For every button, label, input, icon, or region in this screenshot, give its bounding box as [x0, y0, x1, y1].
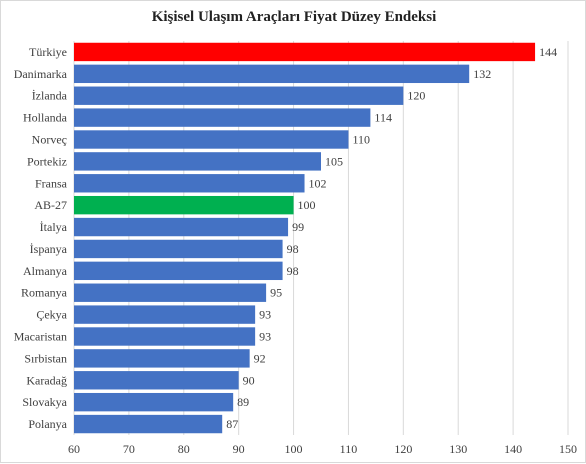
category-label: Karadağ [26, 373, 67, 387]
data-label: 92 [254, 351, 266, 365]
bar [74, 174, 305, 193]
category-label: Türkiye [29, 45, 67, 59]
data-label: 95 [270, 286, 282, 300]
x-tick-label: 60 [68, 442, 80, 456]
chart-title: Kişisel Ulaşım Araçları Fiyat Düzey Ende… [151, 9, 437, 25]
category-label: Danimarka [14, 67, 68, 81]
data-label: 89 [237, 395, 249, 409]
bar [74, 261, 283, 281]
bar [74, 305, 256, 324]
category-label: Portekiz [27, 154, 67, 168]
bar [74, 414, 223, 434]
data-label: 98 [287, 264, 299, 278]
bar [74, 349, 250, 368]
data-label: 100 [298, 198, 316, 212]
data-label: 90 [243, 373, 255, 387]
category-label: Sırbistan [24, 351, 67, 365]
data-label: 93 [259, 308, 271, 322]
bar [74, 86, 404, 105]
category-label: İtalya [40, 220, 68, 234]
bar [74, 371, 239, 390]
category-label: İzlanda [32, 89, 68, 103]
category-label: Çekya [36, 308, 67, 322]
data-label: 114 [374, 111, 392, 125]
category-label: Polanya [28, 417, 67, 431]
bar [74, 239, 283, 259]
data-label: 105 [325, 154, 343, 168]
x-tick-label: 70 [123, 442, 135, 456]
x-tick-label: 120 [394, 442, 412, 456]
data-label: 87 [226, 417, 238, 431]
x-tick-label: 150 [559, 442, 577, 456]
bar [74, 195, 294, 215]
bar [74, 392, 234, 412]
category-label: Hollanda [23, 111, 68, 125]
data-label: 102 [309, 176, 327, 190]
data-label: 132 [473, 67, 491, 81]
data-label: 93 [259, 330, 271, 344]
bar [74, 130, 349, 149]
bar [74, 64, 470, 84]
data-label: 144 [539, 45, 557, 59]
data-label: 99 [292, 220, 304, 234]
data-label: 120 [407, 89, 425, 103]
data-label: 98 [287, 242, 299, 256]
category-label: Slovakya [22, 395, 67, 409]
bar [74, 217, 289, 237]
category-label: Norveç [32, 133, 67, 147]
x-tick-label: 100 [285, 442, 303, 456]
category-label: Romanya [21, 286, 68, 300]
bar [74, 152, 321, 171]
category-label: İspanya [30, 242, 68, 256]
data-label: 110 [352, 133, 370, 147]
x-tick-label: 110 [340, 442, 358, 456]
bar [74, 108, 371, 127]
x-tick-label: 130 [449, 442, 467, 456]
category-label: AB-27 [34, 198, 67, 212]
x-tick-label: 90 [233, 442, 245, 456]
bar [74, 327, 256, 346]
category-label: Macaristan [14, 330, 67, 344]
bar [74, 42, 536, 62]
x-tick-label: 140 [504, 442, 522, 456]
bar [74, 283, 267, 302]
category-label: Almanya [23, 264, 68, 278]
category-label: Fransa [35, 176, 68, 190]
x-tick-label: 80 [178, 442, 190, 456]
